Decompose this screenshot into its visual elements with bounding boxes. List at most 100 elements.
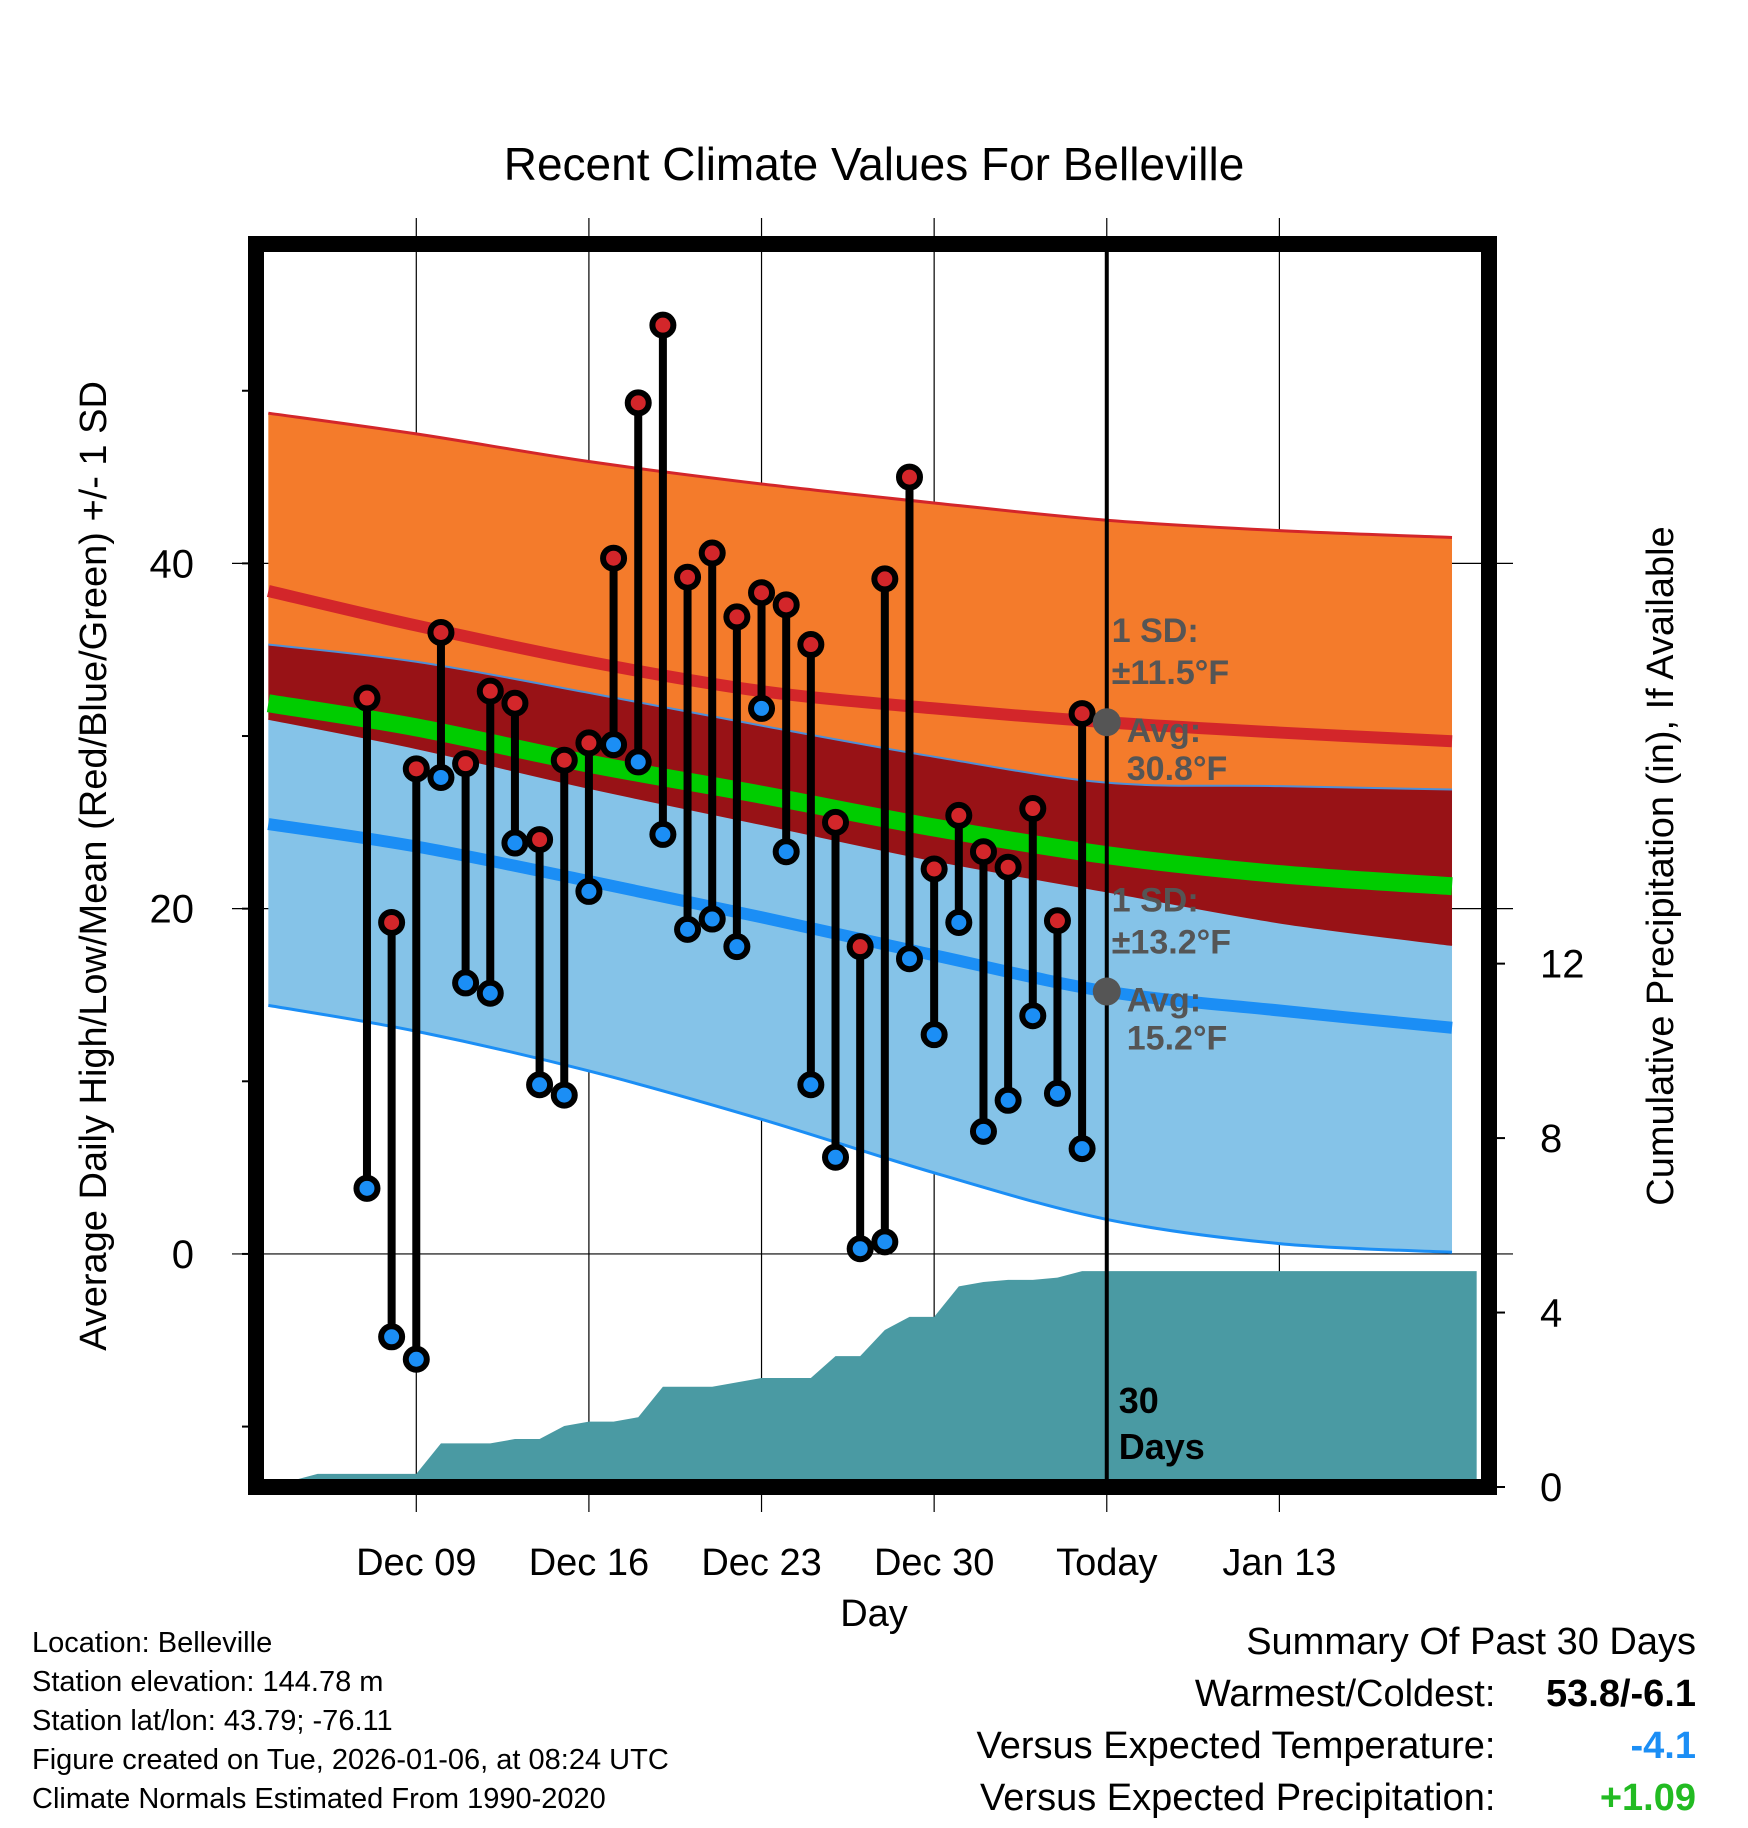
high-point bbox=[945, 801, 973, 829]
low-point bbox=[378, 1323, 406, 1351]
high-point bbox=[797, 631, 825, 659]
low-point bbox=[1019, 1002, 1047, 1030]
low-point bbox=[698, 905, 726, 933]
today-line: 30 Days bbox=[1104, 244, 1205, 1487]
today-days-label: Days bbox=[1119, 1426, 1205, 1467]
warmest-label: Warmest/Coldest: bbox=[1194, 1673, 1496, 1715]
low-point bbox=[748, 694, 776, 722]
low-point bbox=[895, 945, 923, 973]
chart-title: Recent Climate Values For Belleville bbox=[504, 138, 1245, 190]
high-upper-line bbox=[268, 411, 1453, 539]
mean-line bbox=[266, 694, 1453, 896]
low-point bbox=[723, 933, 751, 961]
low-point bbox=[501, 829, 529, 857]
precip-tick-label: 0 bbox=[1540, 1466, 1562, 1510]
temp-label: Versus Expected Temperature: bbox=[976, 1725, 1496, 1767]
low-point bbox=[772, 838, 800, 866]
low-sd-label: 1 SD: bbox=[1112, 882, 1199, 920]
high-point bbox=[920, 855, 948, 883]
low-point bbox=[994, 1086, 1022, 1114]
normals-text: Climate Normals Estimated From 1990-2020 bbox=[32, 1783, 606, 1815]
high-point bbox=[846, 933, 874, 961]
low-point bbox=[427, 763, 455, 791]
low-point bbox=[550, 1081, 578, 1109]
precip-value: +1.09 bbox=[1599, 1777, 1696, 1819]
low-point bbox=[353, 1174, 381, 1202]
high-point bbox=[624, 389, 652, 417]
low-avg-dot bbox=[1092, 977, 1121, 1006]
low-point bbox=[822, 1143, 850, 1171]
low-upper-line bbox=[268, 717, 1453, 946]
summary-warmest-row: Warmest/Coldest: 53.8/-6.1 bbox=[977, 1668, 1696, 1720]
high-point bbox=[1068, 700, 1096, 728]
summary-panel: Summary Of Past 30 Days Warmest/Coldest:… bbox=[977, 1616, 1696, 1824]
low-point bbox=[920, 1021, 948, 1049]
high-point bbox=[1043, 907, 1071, 935]
precip-tick-label: 8 bbox=[1540, 1117, 1562, 1161]
low-sd-label: 15.2°F bbox=[1127, 1020, 1228, 1058]
high-point bbox=[452, 750, 480, 778]
y-tick-label: 20 bbox=[150, 888, 195, 932]
y-tick-label: 40 bbox=[150, 542, 195, 586]
high-sd-label: Avg: bbox=[1127, 712, 1201, 750]
high-point bbox=[476, 677, 504, 705]
high-point bbox=[748, 579, 776, 607]
x-tick-label: Dec 09 bbox=[356, 1542, 476, 1584]
high-point bbox=[822, 808, 850, 836]
high-sd-label: 30.8°F bbox=[1127, 750, 1228, 788]
low-point bbox=[476, 979, 504, 1007]
summary-temp-row: Versus Expected Temperature: -4.1 bbox=[977, 1720, 1696, 1772]
daily-temperatures bbox=[353, 311, 1096, 1373]
x-axis-label: Day bbox=[840, 1593, 908, 1635]
low-point bbox=[402, 1345, 430, 1373]
high-point bbox=[969, 838, 997, 866]
low-point bbox=[945, 908, 973, 936]
high-point bbox=[649, 311, 677, 339]
low-sd-label: ±13.2°F bbox=[1112, 924, 1231, 962]
low-point bbox=[452, 969, 480, 997]
x-tick-label: Dec 23 bbox=[701, 1542, 821, 1584]
high-point bbox=[723, 603, 751, 631]
low-point bbox=[600, 731, 628, 759]
y-axis-right-label: Cumulative Precipitation (in), If Availa… bbox=[1640, 526, 1682, 1205]
low-point bbox=[575, 877, 603, 905]
warmest-value: 53.8/-6.1 bbox=[1546, 1673, 1696, 1715]
x-tick-label: Dec 30 bbox=[874, 1542, 994, 1584]
axes: 0 20 40 0 4 8 12 Dec 09 Dec 16 Dec 23 Dec 30 Today J… bbox=[150, 389, 1585, 1584]
high-point bbox=[378, 908, 406, 936]
precip-tick-label: 4 bbox=[1540, 1292, 1562, 1336]
low-sd-label: Avg: bbox=[1127, 982, 1201, 1020]
elevation-text: Station elevation: 144.78 m bbox=[32, 1666, 384, 1698]
precip-tick-label: 12 bbox=[1540, 943, 1585, 987]
high-point bbox=[501, 689, 529, 717]
x-tick-label: Jan 13 bbox=[1222, 1542, 1336, 1584]
low-point bbox=[1043, 1079, 1071, 1107]
station-metadata: Location: Belleville Station elevation: … bbox=[32, 1624, 669, 1819]
low-lower-line bbox=[268, 1003, 1453, 1254]
low-point bbox=[526, 1071, 554, 1099]
high-point bbox=[600, 544, 628, 572]
high-point bbox=[871, 565, 899, 593]
low-point bbox=[969, 1117, 997, 1145]
low-point bbox=[674, 915, 702, 943]
low-point bbox=[649, 820, 677, 848]
low-point bbox=[797, 1071, 825, 1099]
today-days-label: 30 bbox=[1119, 1380, 1159, 1421]
precip-label: Versus Expected Precipitation: bbox=[980, 1777, 1496, 1819]
high-avg-dot bbox=[1092, 708, 1121, 737]
high-point bbox=[427, 618, 455, 646]
x-tick-label: Today bbox=[1056, 1542, 1157, 1584]
precip-area bbox=[268, 1271, 1477, 1487]
summary-precip-row: Versus Expected Precipitation: +1.09 bbox=[977, 1772, 1696, 1824]
high-sd-label: 1 SD: bbox=[1112, 612, 1199, 650]
plot-frame bbox=[248, 236, 1497, 1495]
low-point bbox=[1068, 1135, 1096, 1163]
high-point bbox=[353, 684, 381, 712]
temp-value: -4.1 bbox=[1630, 1725, 1696, 1767]
precipitation-area bbox=[268, 1271, 1477, 1487]
high-point bbox=[1019, 795, 1047, 823]
low-point bbox=[624, 748, 652, 776]
y-tick-label: 0 bbox=[172, 1233, 194, 1277]
high-point bbox=[895, 463, 923, 491]
